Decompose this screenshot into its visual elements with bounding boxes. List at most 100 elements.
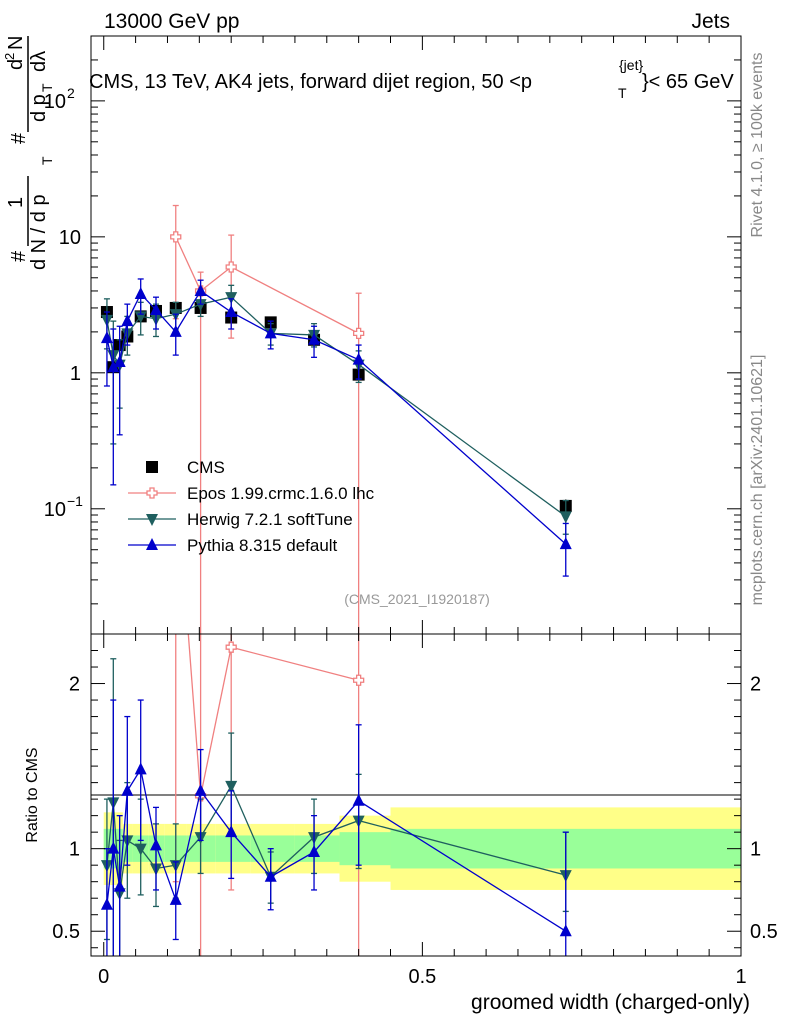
ratio-point bbox=[559, 924, 572, 937]
ratio-point bbox=[107, 841, 120, 854]
header-left: 13000 GeV pp bbox=[104, 10, 239, 33]
ratio-y-tick-label-right: 0.5 bbox=[750, 921, 778, 943]
data-point bbox=[100, 331, 113, 344]
data-point bbox=[225, 305, 238, 318]
data-point bbox=[113, 355, 126, 368]
ylabel-two: 2 bbox=[2, 53, 17, 60]
rivet-label: Rivet 4.1.0, ≥ 100k events bbox=[749, 53, 766, 238]
main-ylabel: # 1 d N / d p T # d 2 N d p T dλ bbox=[2, 36, 55, 270]
ratio-y-tick-label: 0.5 bbox=[52, 921, 80, 943]
ratio-point bbox=[134, 843, 147, 856]
chart-title-super: {jet} bbox=[619, 57, 643, 73]
data-point bbox=[352, 327, 365, 340]
series-1 bbox=[170, 204, 365, 634]
legend-marker bbox=[146, 538, 158, 550]
data-point bbox=[121, 314, 134, 327]
data-point bbox=[352, 352, 365, 365]
x-tick-label: 0.5 bbox=[408, 966, 436, 988]
chart-title: CMS, 13 TeV, AK4 jets, forward dijet reg… bbox=[89, 57, 734, 101]
ratio-point bbox=[121, 783, 134, 796]
ylabel-dn-dpt-sub: T bbox=[39, 156, 55, 165]
ratio-point bbox=[264, 869, 277, 882]
ratio-series-2 bbox=[100, 699, 572, 956]
ylabel-d: d bbox=[5, 59, 27, 70]
ylabel-dp: d p bbox=[28, 94, 50, 122]
x-axis-label: groomed width (charged-only) bbox=[471, 991, 750, 1014]
y-tick-label: 10 bbox=[44, 91, 66, 113]
ratio-point bbox=[134, 762, 147, 775]
ratio-point bbox=[352, 674, 365, 686]
ylabel-hash-1: # bbox=[8, 250, 30, 262]
ratio-point bbox=[169, 892, 182, 905]
ratio-point bbox=[113, 879, 126, 892]
y-tick-exponent: −1 bbox=[67, 493, 83, 509]
legend-item: CMS bbox=[146, 458, 225, 477]
y-tick-label: 1 bbox=[70, 363, 81, 385]
data-point bbox=[225, 261, 237, 273]
legend-label: Herwig 7.2.1 softTune bbox=[187, 510, 353, 529]
legend-marker bbox=[146, 487, 158, 499]
legend-item: Pythia 8.315 default bbox=[128, 536, 338, 555]
y-tick-exponent: 2 bbox=[67, 85, 75, 101]
data-point bbox=[194, 283, 207, 296]
ratio-panel-frame bbox=[90, 633, 742, 957]
series-line bbox=[175, 236, 359, 334]
ylabel-dlambda: dλ bbox=[28, 51, 50, 72]
ratio-point bbox=[194, 783, 207, 796]
ratio-y-tick-label: 1 bbox=[69, 839, 80, 861]
ratio-band-inner bbox=[215, 835, 251, 862]
mcplots-label: mcplots.cern.ch [arXiv:2401.10621] bbox=[749, 355, 766, 606]
x-tick-label: 1 bbox=[735, 966, 746, 988]
legend-marker bbox=[146, 461, 158, 473]
ratio-y-tick-label: 2 bbox=[69, 674, 80, 696]
ratio-point bbox=[352, 793, 365, 806]
analysis-watermark: (CMS_2021_I1920187) bbox=[344, 591, 490, 607]
ylabel-dn-dpt: d N / d p bbox=[28, 194, 50, 270]
ratio-ylabel: Ratio to CMS bbox=[24, 747, 41, 842]
data-point bbox=[134, 286, 147, 299]
chart-title-end: }< 65 GeV bbox=[642, 71, 734, 93]
legend-marker bbox=[146, 514, 158, 526]
data-point bbox=[225, 292, 238, 305]
ylabel-n: N bbox=[5, 36, 27, 50]
ylabel-dp-sub: T bbox=[39, 83, 55, 92]
ratio-panel-data bbox=[100, 634, 572, 956]
ratio-series-group bbox=[100, 634, 572, 956]
data-point bbox=[559, 511, 572, 524]
ratio-point bbox=[308, 844, 321, 857]
ylabel-hash-2: # bbox=[8, 132, 30, 144]
legend-label: Epos 1.99.crmc.1.6.0 lhc bbox=[187, 484, 375, 503]
ratio-y-tick-label-right: 2 bbox=[750, 674, 761, 696]
ratio-point bbox=[225, 780, 238, 793]
ratio-band bbox=[103, 807, 741, 890]
data-point bbox=[308, 332, 321, 345]
ratio-y-tick-label-right: 1 bbox=[750, 839, 761, 861]
legend-item: Herwig 7.2.1 softTune bbox=[128, 510, 353, 529]
ratio-point bbox=[150, 838, 162, 851]
ratio-point bbox=[225, 641, 237, 653]
ratio-point bbox=[225, 825, 238, 838]
legend-item: Epos 1.99.crmc.1.6.0 lhc bbox=[128, 484, 375, 503]
ratio-band-inner bbox=[339, 832, 391, 866]
data-point bbox=[559, 537, 572, 550]
chart-title-sub: T bbox=[618, 85, 627, 101]
series-3 bbox=[100, 278, 572, 577]
data-point bbox=[264, 326, 277, 339]
ratio-point bbox=[100, 897, 113, 910]
x-tick-label: 0 bbox=[98, 966, 109, 988]
chart-title-main: CMS, 13 TeV, AK4 jets, forward dijet reg… bbox=[89, 71, 532, 93]
ylabel-one: 1 bbox=[5, 197, 27, 208]
data-point bbox=[107, 360, 120, 373]
ratio-line bbox=[187, 634, 359, 796]
header-right: Jets bbox=[691, 10, 730, 33]
data-point bbox=[169, 324, 182, 337]
data-point bbox=[194, 299, 207, 312]
legend: CMS Epos 1.99.crmc.1.6.0 lhc Herwig 7.2.1 … bbox=[128, 458, 375, 555]
y-tick-label: 10 bbox=[59, 227, 81, 249]
data-point bbox=[170, 231, 182, 243]
legend-label: CMS bbox=[187, 458, 225, 477]
data-point bbox=[150, 302, 162, 315]
main-panel-data bbox=[100, 204, 572, 634]
